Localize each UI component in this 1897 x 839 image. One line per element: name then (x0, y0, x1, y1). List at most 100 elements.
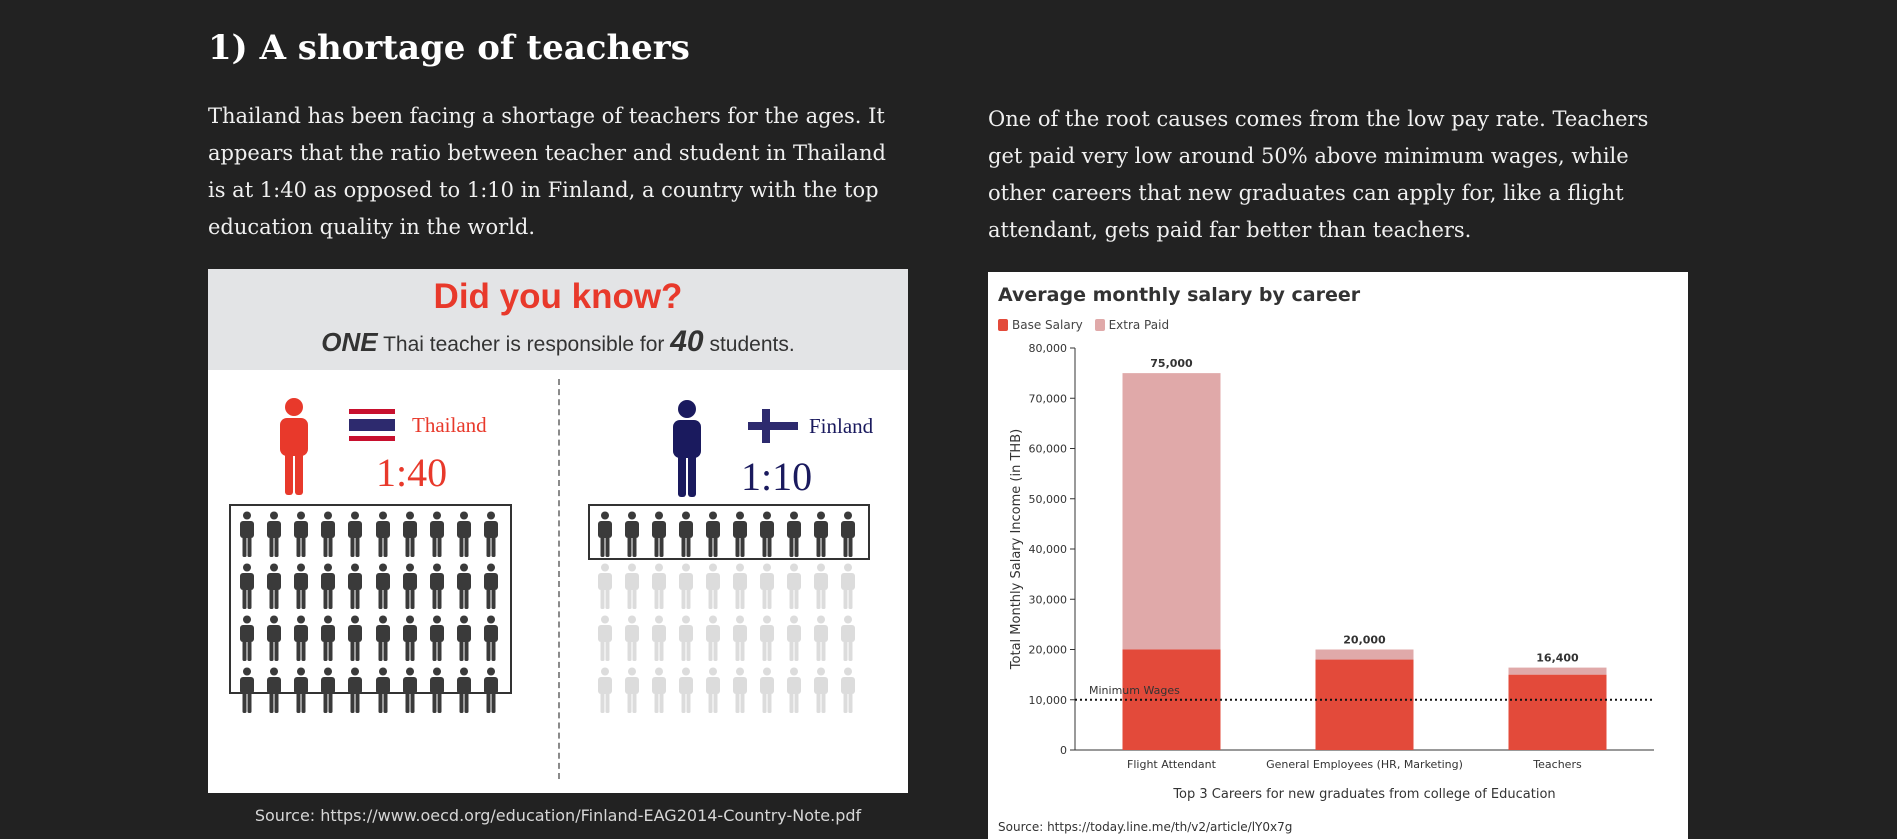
thailand-ratio: 1:40 (376, 450, 448, 495)
student-icon (402, 563, 417, 609)
student-icon (787, 511, 801, 557)
student-icon (321, 667, 336, 713)
student-icon (598, 563, 612, 609)
bar-extra-paid (1122, 373, 1221, 650)
subtitle-end: students. (703, 333, 795, 356)
student-icon (733, 563, 747, 609)
student-icon (375, 563, 390, 609)
student-icon (294, 667, 309, 713)
student-icon (483, 667, 498, 713)
legend-label-extra: Extra Paid (1108, 318, 1170, 332)
finland-label: Finland (809, 414, 874, 438)
finland-ratio: 1:10 (741, 454, 813, 499)
thailand-label: Thailand (412, 413, 487, 437)
student-icon (787, 615, 801, 661)
chart-title: Average monthly salary by career (998, 284, 1361, 306)
student-icon (652, 667, 666, 713)
student-icon (814, 563, 828, 609)
x-axis-title: Top 3 Careers for new graduates from col… (1172, 787, 1555, 802)
student-icon (348, 563, 363, 609)
x-tick-label: Teachers (1532, 758, 1582, 771)
bar-base-salary (1508, 674, 1607, 750)
subtitle-one: ONE (321, 327, 378, 357)
student-icon (321, 615, 336, 661)
y-tick-label: 30,000 (1029, 593, 1068, 606)
student-icon (733, 511, 747, 557)
student-icon (429, 615, 444, 661)
infographic-subtitle: ONE Thai teacher is responsible for 40 s… (208, 325, 908, 359)
infographic-divider (558, 379, 560, 779)
student-icon (294, 511, 309, 557)
student-icon (814, 667, 828, 713)
student-icon (679, 563, 693, 609)
chart-plot: 0 10,000 20,000 30,000 40,000 50,000 60,000 70,… (1009, 342, 1654, 802)
x-tick-label: General Employees (HR, Marketing) (1266, 758, 1463, 771)
student-icon (348, 667, 363, 713)
finnish-teacher-icon (673, 400, 701, 497)
minimum-wage-label: Minimum Wages (1089, 684, 1180, 697)
student-icon (625, 563, 639, 609)
student-icon (429, 511, 444, 557)
x-tick-label: Flight Attendant (1127, 758, 1217, 771)
student-icon (625, 511, 639, 557)
student-icon (679, 511, 693, 557)
bar-total-label: 20,000 (1343, 634, 1386, 647)
bar-base-salary (1315, 659, 1414, 750)
student-icon (787, 667, 801, 713)
student-icon (456, 667, 471, 713)
student-icon (841, 667, 855, 713)
student-icon (429, 667, 444, 713)
y-tick-label: 70,000 (1029, 392, 1068, 405)
y-tick-label: 0 (1060, 744, 1067, 757)
student-icon (733, 667, 747, 713)
student-icon (375, 615, 390, 661)
y-tick-label: 50,000 (1029, 493, 1068, 506)
student-icon (598, 667, 612, 713)
student-icon (760, 563, 774, 609)
student-icon (706, 563, 720, 609)
intro-paragraph: Thailand has been facing a shortage of t… (208, 104, 886, 239)
pay-rate-paragraph: One of the root causes comes from the lo… (988, 107, 1649, 242)
student-icon (267, 511, 282, 557)
bar-total-label: 16,400 (1536, 652, 1579, 665)
student-icon (679, 667, 693, 713)
student-icon (625, 615, 639, 661)
y-tick-label: 40,000 (1029, 543, 1068, 556)
student-icon (679, 615, 693, 661)
student-icon (841, 563, 855, 609)
subtitle-mid: Thai teacher is responsible for (377, 333, 671, 356)
student-icon (402, 511, 417, 557)
student-icon (652, 563, 666, 609)
student-icon (267, 667, 282, 713)
student-icon (760, 615, 774, 661)
legend-swatch-extra (1094, 319, 1105, 331)
student-icon (787, 563, 801, 609)
student-icon (456, 563, 471, 609)
student-icon (294, 563, 309, 609)
finland-flag-icon (748, 409, 798, 443)
student-icon (402, 667, 417, 713)
student-icon (652, 511, 666, 557)
student-icon (841, 615, 855, 661)
student-icon (814, 615, 828, 661)
student-icon (760, 667, 774, 713)
chart-legend: Base Salary Extra Paid (998, 318, 1177, 332)
thailand-flag-icon (349, 409, 395, 441)
student-icon (483, 615, 498, 661)
bar-extra-paid (1508, 667, 1607, 675)
infographic-title: Did you know? (433, 277, 683, 316)
student-icon (706, 615, 720, 661)
infographic-header: Did you know? ONE Thai teacher is respon… (208, 269, 908, 370)
y-tick-label: 80,000 (1029, 342, 1068, 355)
infographic-source: Source: https://www.oecd.org/education/F… (254, 806, 862, 825)
bar-extra-paid (1315, 649, 1414, 660)
student-icon (375, 511, 390, 557)
legend-label-base: Base Salary (1012, 318, 1083, 332)
student-icon (240, 615, 254, 661)
student-icon (598, 615, 612, 661)
student-icon (240, 511, 254, 557)
student-icon (402, 615, 417, 661)
student-icon (267, 563, 282, 609)
student-icon (814, 511, 828, 557)
section-heading: 1) A shortage of teachers (208, 28, 690, 68)
